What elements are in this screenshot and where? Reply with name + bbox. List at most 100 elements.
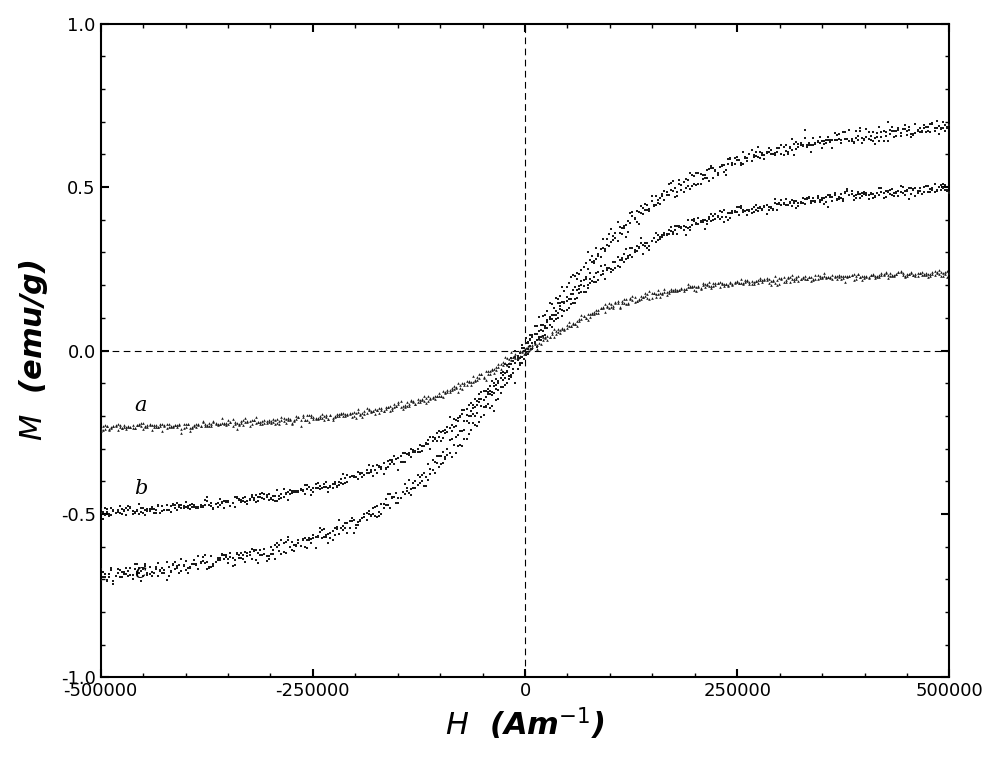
- Point: [505, 351, 521, 363]
- Point: [895, 123, 911, 135]
- Point: [914, 269, 930, 281]
- Point: [495, 356, 511, 368]
- Point: [765, 275, 781, 287]
- Point: [671, 220, 687, 232]
- Point: [699, 215, 715, 227]
- Point: [686, 280, 702, 292]
- Point: [414, 474, 430, 487]
- Point: [633, 232, 649, 244]
- Point: [344, 411, 360, 423]
- Point: [733, 272, 749, 285]
- Point: [695, 277, 711, 289]
- Point: [620, 226, 636, 238]
- Point: [335, 410, 351, 422]
- Point: [729, 151, 745, 163]
- Point: [384, 492, 400, 504]
- Point: [801, 271, 817, 283]
- Point: [871, 135, 887, 147]
- Point: [924, 117, 940, 129]
- Point: [348, 407, 364, 419]
- Point: [546, 330, 562, 342]
- Point: [282, 488, 298, 500]
- Point: [756, 273, 772, 285]
- Point: [429, 390, 445, 402]
- Point: [390, 398, 406, 410]
- Point: [565, 298, 581, 310]
- Point: [214, 497, 230, 509]
- Point: [527, 328, 543, 340]
- Point: [805, 191, 821, 203]
- Point: [818, 196, 834, 208]
- Point: [684, 180, 700, 192]
- Point: [886, 187, 902, 199]
- Point: [799, 191, 815, 203]
- Point: [350, 403, 366, 415]
- Point: [835, 126, 851, 138]
- Point: [744, 276, 760, 288]
- Point: [497, 357, 513, 370]
- Point: [173, 427, 189, 439]
- Point: [335, 478, 351, 490]
- Point: [790, 275, 806, 287]
- Point: [710, 277, 726, 289]
- Point: [254, 415, 270, 427]
- Point: [433, 435, 449, 447]
- Point: [782, 142, 798, 154]
- Point: [397, 446, 413, 458]
- Point: [671, 178, 687, 190]
- Point: [801, 192, 817, 204]
- Point: [765, 148, 781, 160]
- Point: [133, 502, 149, 514]
- Point: [707, 165, 723, 178]
- Point: [195, 551, 211, 563]
- Point: [863, 269, 879, 282]
- Point: [265, 544, 281, 556]
- Point: [631, 242, 647, 254]
- Point: [576, 310, 592, 323]
- Point: [137, 504, 153, 516]
- Point: [197, 556, 213, 568]
- Point: [352, 514, 368, 526]
- Point: [718, 211, 734, 223]
- Point: [190, 562, 206, 575]
- Point: [312, 480, 328, 492]
- Point: [278, 547, 294, 559]
- Point: [444, 433, 460, 445]
- Point: [169, 497, 185, 509]
- Point: [771, 198, 787, 210]
- Point: [193, 501, 209, 513]
- Point: [839, 133, 855, 145]
- Point: [697, 281, 713, 293]
- Point: [888, 268, 904, 280]
- Point: [856, 270, 872, 282]
- Point: [542, 313, 558, 325]
- Point: [156, 504, 172, 516]
- Point: [295, 534, 311, 546]
- Point: [769, 273, 785, 285]
- Point: [856, 134, 872, 146]
- Point: [737, 152, 753, 164]
- Point: [303, 533, 319, 545]
- Point: [433, 458, 449, 471]
- Point: [295, 533, 311, 545]
- Point: [890, 190, 906, 202]
- Point: [590, 266, 606, 278]
- Point: [329, 523, 345, 535]
- Point: [229, 417, 245, 430]
- Point: [899, 128, 915, 140]
- Point: [176, 560, 192, 572]
- Point: [520, 343, 536, 355]
- Point: [848, 273, 864, 285]
- Point: [682, 280, 698, 292]
- Point: [612, 227, 628, 239]
- Point: [635, 291, 651, 303]
- Point: [161, 418, 177, 430]
- Point: [929, 266, 945, 279]
- Point: [788, 137, 804, 149]
- Point: [169, 421, 185, 433]
- Point: [414, 392, 430, 405]
- Point: [639, 237, 655, 249]
- Point: [933, 270, 949, 282]
- Point: [561, 316, 577, 328]
- Point: [510, 351, 526, 363]
